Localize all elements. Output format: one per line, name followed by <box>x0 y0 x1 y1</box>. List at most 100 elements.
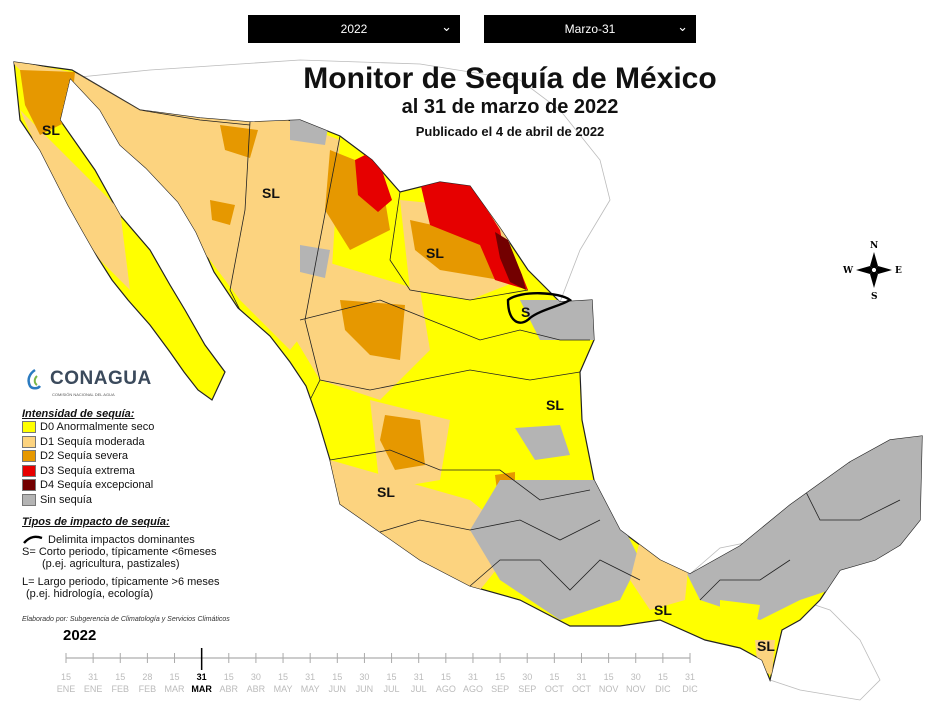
impact-short-line1: S= Corto periodo, típicamente <6meses <box>22 546 217 558</box>
legend-label: D4 Sequía excepcional <box>40 479 154 492</box>
timeline[interactable]: 15 ENE 31 ENE 15 FEB 28 FEB 15 MAR 31 MAR 15 ABR 30 ABR… <box>0 640 944 711</box>
timeline-day[interactable]: 15 <box>495 672 505 682</box>
timeline-day[interactable]: 30 <box>631 672 641 682</box>
year-select[interactable]: 2022 ⌄ <box>248 15 460 43</box>
year-select-value: 2022 <box>340 22 368 36</box>
chevron-down-icon: ⌄ <box>441 20 452 35</box>
legend-swatch <box>22 435 36 448</box>
map-label: SL <box>654 602 672 618</box>
timeline-day[interactable]: 31 <box>685 672 695 682</box>
logo-tagline: COMISIÓN NACIONAL DEL AGUA <box>52 392 115 397</box>
timeline-month[interactable]: ABR <box>220 684 239 694</box>
timeline-day[interactable]: 15 <box>170 672 180 682</box>
timeline-month[interactable]: OCT <box>572 684 592 694</box>
timeline-day[interactable]: 31 <box>305 672 315 682</box>
timeline-month[interactable]: OCT <box>545 684 565 694</box>
legend-swatch <box>22 464 36 477</box>
credit-text: Elaborado por: Subgerencia de Climatolog… <box>22 616 230 623</box>
compass-east: E <box>895 266 902 276</box>
legend-label: D0 Anormalmente seco <box>40 421 155 434</box>
timeline-day[interactable]: 31 <box>88 672 98 682</box>
guatemala-outline <box>689 539 881 701</box>
timeline-day[interactable]: 31 <box>576 672 586 682</box>
compass-south: S <box>871 292 878 302</box>
timeline-day[interactable]: 15 <box>604 672 614 682</box>
legend-item: Sin sequía <box>22 493 154 508</box>
legend-item: D0 Anormalmente seco <box>22 420 154 435</box>
map-label: SL <box>377 484 395 500</box>
legend-swatch <box>22 479 36 492</box>
map-label: S <box>521 304 530 320</box>
timeline-month[interactable]: MAR <box>165 684 186 694</box>
timeline-month[interactable]: ABR <box>247 684 266 694</box>
timeline-month[interactable]: DIC <box>682 684 698 694</box>
timeline-month[interactable]: SEP <box>491 684 509 694</box>
conagua-logo-icon <box>27 368 42 390</box>
timeline-month[interactable]: SEP <box>518 684 536 694</box>
timeline-day[interactable]: 30 <box>251 672 261 682</box>
map-subtitle: al 31 de marzo de 2022 <box>401 96 619 118</box>
timeline-day[interactable]: 15 <box>278 672 288 682</box>
legend-item: D3 Sequía extrema <box>22 464 154 479</box>
timeline-month[interactable]: MAR <box>191 684 212 694</box>
map-title: Monitor de Sequía de México <box>303 62 717 95</box>
impact-long-line1: L= Largo periodo, típicamente >6 meses <box>22 576 220 588</box>
timeline-day[interactable]: 15 <box>658 672 668 682</box>
timeline-day[interactable]: 30 <box>359 672 369 682</box>
legend-label: Sin sequía <box>40 493 92 506</box>
timeline-day[interactable]: 31 <box>414 672 424 682</box>
timeline-month[interactable]: FEB <box>139 684 157 694</box>
timeline-month[interactable]: NOV <box>599 684 619 694</box>
timeline-month[interactable]: AGO <box>436 684 456 694</box>
impact-long-line2: (p.ej. hidrología, ecología) <box>26 588 154 600</box>
map-label: SL <box>757 638 775 654</box>
timeline-month[interactable]: JUL <box>411 684 427 694</box>
timeline-day[interactable]: 15 <box>61 672 71 682</box>
legend-swatch <box>22 493 36 506</box>
timeline-year: 2022 <box>63 627 97 644</box>
date-select-value: Marzo-31 <box>564 22 616 36</box>
timeline-month[interactable]: ENE <box>84 684 103 694</box>
timeline-day[interactable]: 30 <box>522 672 532 682</box>
impact-delimiter-label: Delimita impactos dominantes <box>48 534 195 546</box>
timeline-day[interactable]: 15 <box>332 672 342 682</box>
timeline-month[interactable]: JUL <box>384 684 400 694</box>
map-label: SL <box>262 185 280 201</box>
timeline-month[interactable]: DIC <box>655 684 671 694</box>
timeline-month[interactable]: JUN <box>356 684 374 694</box>
timeline-month[interactable]: NOV <box>626 684 646 694</box>
timeline-month[interactable]: MAY <box>274 684 293 694</box>
timeline-month[interactable]: AGO <box>463 684 483 694</box>
timeline-day[interactable]: 15 <box>115 672 125 682</box>
timeline-month[interactable]: MAY <box>301 684 320 694</box>
map-label: SL <box>42 122 60 138</box>
timeline-day[interactable]: 28 <box>142 672 152 682</box>
logo-name: CONAGUA <box>50 368 152 389</box>
impact-short-line2: (p.ej. agricultura, pastizales) <box>42 558 180 570</box>
impact-legend: Tipos de impacto de sequía: Delimita imp… <box>22 516 220 600</box>
legend: Intensidad de sequía: D0 Anormalmente se… <box>22 408 154 507</box>
chevron-down-icon: ⌄ <box>677 20 688 35</box>
timeline-day[interactable]: 15 <box>224 672 234 682</box>
impact-line-icon <box>23 535 43 544</box>
timeline-day[interactable]: 15 <box>387 672 397 682</box>
legend-label: D1 Sequía moderada <box>40 435 145 448</box>
publish-date: Publicado el 4 de abril de 2022 <box>415 124 605 139</box>
timeline-day[interactable]: 31 <box>468 672 478 682</box>
compass-west: W <box>842 266 854 276</box>
compass-rose-icon: N S E W <box>842 241 902 302</box>
timeline-month[interactable]: ENE <box>57 684 76 694</box>
date-select[interactable]: Marzo-31 ⌄ <box>484 15 696 43</box>
timeline-month[interactable]: JUN <box>329 684 347 694</box>
timeline-day[interactable]: 31 <box>197 672 207 682</box>
map-label: SL <box>426 245 444 261</box>
timeline-month[interactable]: FEB <box>112 684 130 694</box>
conagua-logo: CONAGUA COMISIÓN NACIONAL DEL AGUA <box>24 368 152 397</box>
timeline-day[interactable]: 15 <box>441 672 451 682</box>
legend-heading: Intensidad de sequía: <box>22 408 135 420</box>
legend-swatch <box>22 421 36 434</box>
timeline-day[interactable]: 15 <box>549 672 559 682</box>
impact-heading: Tipos de impacto de sequía: <box>22 516 170 528</box>
legend-item: D1 Sequía moderada <box>22 435 154 450</box>
